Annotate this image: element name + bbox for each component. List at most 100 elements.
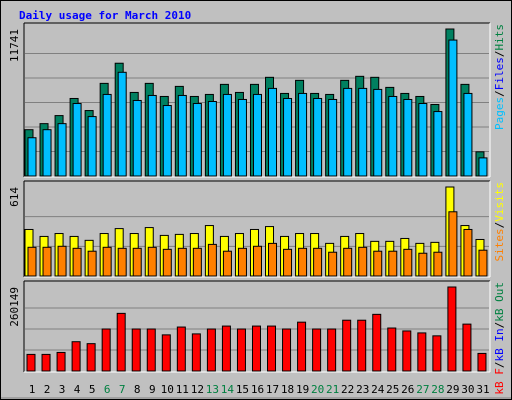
x-tick-label: 23	[356, 383, 369, 396]
bar	[403, 248, 413, 277]
bar	[343, 247, 353, 277]
bar	[147, 246, 157, 277]
bar	[222, 93, 232, 177]
bar	[192, 103, 202, 177]
bar	[207, 100, 217, 177]
bar	[86, 343, 96, 372]
bar	[357, 319, 367, 372]
x-tick-label: 1	[29, 383, 36, 396]
bar	[146, 328, 156, 372]
bar	[162, 248, 172, 277]
bar	[27, 246, 37, 277]
legend-separator: /	[493, 51, 506, 58]
bar	[177, 94, 187, 177]
legend-separator: /	[493, 362, 506, 369]
x-tick-label: 3	[59, 383, 66, 396]
bar	[102, 246, 112, 277]
bar	[373, 250, 383, 277]
bar	[87, 116, 97, 177]
bar	[433, 111, 443, 177]
legend: Pages/Files/Hits	[493, 24, 506, 130]
bar	[297, 321, 307, 372]
bar	[57, 245, 67, 277]
bar	[72, 247, 82, 277]
bar	[448, 211, 458, 277]
bar	[462, 323, 472, 372]
bar	[478, 249, 488, 277]
legend-entry: Sites	[493, 228, 506, 261]
bar	[387, 327, 397, 372]
bar	[477, 352, 487, 372]
bar	[313, 247, 323, 277]
x-tick-label: 4	[74, 383, 81, 396]
x-tick-label: 2	[44, 383, 51, 396]
bar	[463, 228, 473, 277]
bar	[448, 39, 458, 177]
x-tick-label: 31	[476, 383, 489, 396]
bar	[147, 94, 157, 177]
x-tick-label: 13	[206, 383, 219, 396]
bar	[372, 313, 382, 372]
bar	[41, 353, 51, 372]
x-tick-label: 15	[236, 383, 249, 396]
x-tick-label: 26	[401, 383, 414, 396]
bar	[27, 137, 37, 177]
x-tick-label: 6	[104, 383, 111, 396]
x-tick-label: 8	[134, 383, 141, 396]
bar	[252, 245, 262, 277]
bar	[433, 251, 443, 277]
bar	[116, 312, 126, 372]
bar	[342, 319, 352, 372]
bar	[463, 92, 473, 177]
bar	[447, 286, 457, 372]
bar	[343, 87, 353, 177]
bar	[57, 123, 67, 177]
bar	[478, 157, 488, 177]
bar	[283, 248, 293, 277]
legend-separator: /	[493, 90, 506, 97]
bar	[328, 98, 338, 177]
bar	[358, 87, 368, 177]
legend-entry: kB F	[493, 368, 506, 395]
bar	[101, 328, 111, 372]
chart-title: Daily usage for March 2010	[19, 9, 191, 22]
y-tick-label: 260149	[8, 287, 21, 327]
bar	[418, 103, 428, 177]
bar	[221, 325, 231, 372]
y-tick-label: 614	[8, 187, 21, 207]
bar	[132, 99, 142, 177]
x-tick-label: 14	[221, 383, 235, 396]
bar	[418, 252, 428, 277]
x-tick-label: 7	[119, 383, 126, 396]
bar	[42, 246, 52, 277]
bar	[56, 351, 66, 372]
x-tick-label: 5	[89, 383, 96, 396]
bar	[251, 325, 261, 372]
bar	[388, 95, 398, 177]
bar	[417, 332, 427, 372]
bar	[206, 328, 216, 372]
x-tick-label: 16	[251, 383, 264, 396]
y-tick-label: 11741	[8, 29, 21, 62]
legend-entry: Pages	[493, 97, 506, 130]
x-tick-label: 28	[431, 383, 444, 396]
bar	[327, 328, 337, 372]
bar	[298, 247, 308, 277]
x-tick-label: 22	[341, 383, 354, 396]
bar	[282, 328, 292, 372]
bar	[237, 247, 247, 277]
bar	[373, 88, 383, 177]
bar	[117, 247, 127, 277]
x-tick-label: 30	[461, 383, 474, 396]
x-tick-label: 24	[371, 383, 385, 396]
bar	[358, 246, 368, 277]
x-tick-label: 11	[176, 383, 189, 396]
x-tick-label: 17	[266, 383, 279, 396]
legend-separator: /	[493, 222, 506, 229]
x-tick-label: 25	[386, 383, 399, 396]
bar	[313, 97, 323, 177]
bar	[268, 242, 278, 277]
legend: kB F/kB In/kB Out	[493, 282, 506, 395]
bar	[162, 105, 172, 177]
